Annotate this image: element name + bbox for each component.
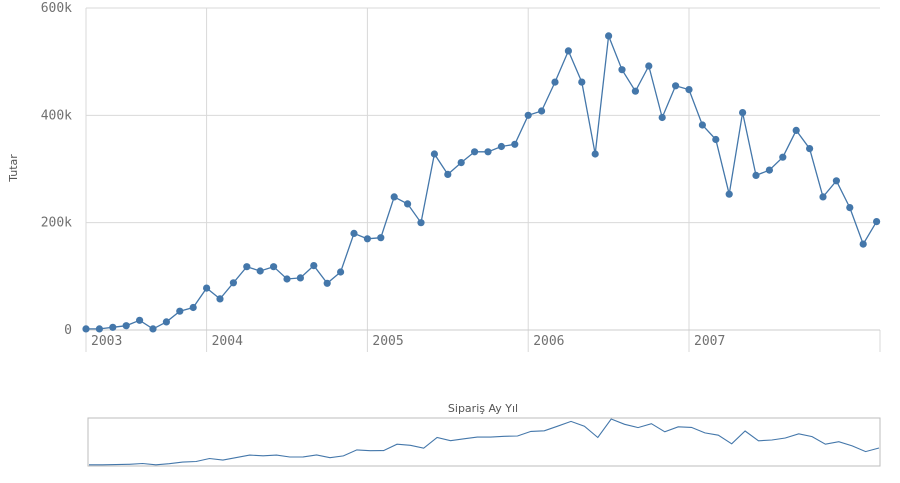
data-point[interactable] — [162, 318, 170, 326]
data-point[interactable] — [564, 47, 573, 55]
data-point[interactable] — [806, 145, 814, 153]
data-point[interactable] — [792, 126, 800, 134]
data-point[interactable] — [404, 200, 412, 208]
x-tick-label: 2005 — [372, 334, 403, 349]
data-point[interactable] — [739, 109, 747, 117]
data-point[interactable] — [698, 121, 707, 129]
data-point[interactable] — [390, 193, 398, 201]
x-tick-label: 2006 — [533, 334, 564, 349]
data-point[interactable] — [203, 284, 211, 292]
data-point[interactable] — [551, 78, 559, 86]
data-point[interactable] — [283, 275, 291, 283]
data-point[interactable] — [430, 150, 438, 158]
data-point[interactable] — [765, 166, 774, 174]
y-tick-label: 200k — [41, 216, 72, 231]
data-point[interactable] — [82, 325, 90, 333]
data-point[interactable] — [511, 140, 519, 148]
data-point[interactable] — [605, 32, 613, 40]
x-tick-label: 2003 — [91, 334, 122, 349]
y-axis-title: Tutar — [7, 154, 20, 183]
y-tick-label: 400k — [41, 108, 72, 123]
x-tick-label: 2004 — [212, 334, 243, 349]
data-point[interactable] — [136, 316, 144, 324]
data-point[interactable] — [873, 218, 881, 226]
x-tick-label: 2007 — [694, 334, 725, 349]
data-point[interactable] — [631, 87, 640, 95]
data-point[interactable] — [859, 240, 867, 248]
series-points — [82, 32, 881, 333]
data-point[interactable] — [524, 111, 532, 119]
vertical-gridlines — [85, 8, 881, 352]
data-point[interactable] — [122, 322, 130, 330]
data-point[interactable] — [471, 148, 479, 156]
horizontal-gridlines — [86, 7, 880, 224]
data-point[interactable] — [296, 274, 304, 282]
data-point[interactable] — [752, 171, 760, 179]
data-point[interactable] — [229, 279, 237, 287]
data-point[interactable] — [819, 193, 827, 201]
data-point[interactable] — [591, 150, 599, 158]
data-point[interactable] — [538, 107, 546, 115]
data-point[interactable] — [337, 268, 345, 276]
data-point[interactable] — [310, 262, 318, 270]
data-point[interactable] — [149, 325, 157, 333]
data-point[interactable] — [323, 279, 331, 287]
data-point[interactable] — [497, 142, 505, 151]
data-point[interactable] — [685, 86, 693, 94]
data-point[interactable] — [189, 303, 197, 312]
data-point[interactable] — [712, 135, 720, 144]
data-point[interactable] — [243, 263, 251, 271]
range-selector[interactable] — [87, 417, 881, 467]
data-point[interactable] — [417, 219, 425, 227]
data-point[interactable] — [618, 66, 626, 74]
data-point[interactable] — [377, 234, 385, 242]
data-point[interactable] — [176, 307, 184, 315]
range-selector-line — [89, 418, 880, 466]
data-point[interactable] — [216, 295, 224, 303]
data-point[interactable] — [645, 62, 653, 70]
data-point[interactable] — [363, 235, 371, 243]
data-point[interactable] — [725, 190, 733, 198]
data-point[interactable] — [779, 153, 787, 161]
data-point[interactable] — [832, 177, 841, 185]
data-point[interactable] — [484, 148, 492, 156]
data-point[interactable] — [846, 204, 854, 212]
data-point[interactable] — [457, 159, 465, 167]
data-point[interactable] — [444, 170, 452, 178]
y-tick-label: 0 — [64, 323, 72, 338]
data-point[interactable] — [672, 82, 680, 90]
data-point[interactable] — [109, 323, 117, 331]
series-line — [86, 35, 878, 330]
data-point[interactable] — [256, 267, 264, 275]
data-point[interactable] — [95, 325, 103, 333]
data-point[interactable] — [658, 113, 666, 122]
x-axis-title: Sipariş Ay Yıl — [448, 402, 518, 415]
data-point[interactable] — [270, 263, 278, 271]
data-point[interactable] — [350, 229, 358, 237]
data-point[interactable] — [578, 78, 586, 86]
y-tick-label: 600k — [41, 1, 72, 16]
y-tick-labels: 0 200k 400k 600k — [41, 1, 72, 338]
x-tick-labels: 2003 2004 2005 2006 2007 — [91, 334, 725, 349]
